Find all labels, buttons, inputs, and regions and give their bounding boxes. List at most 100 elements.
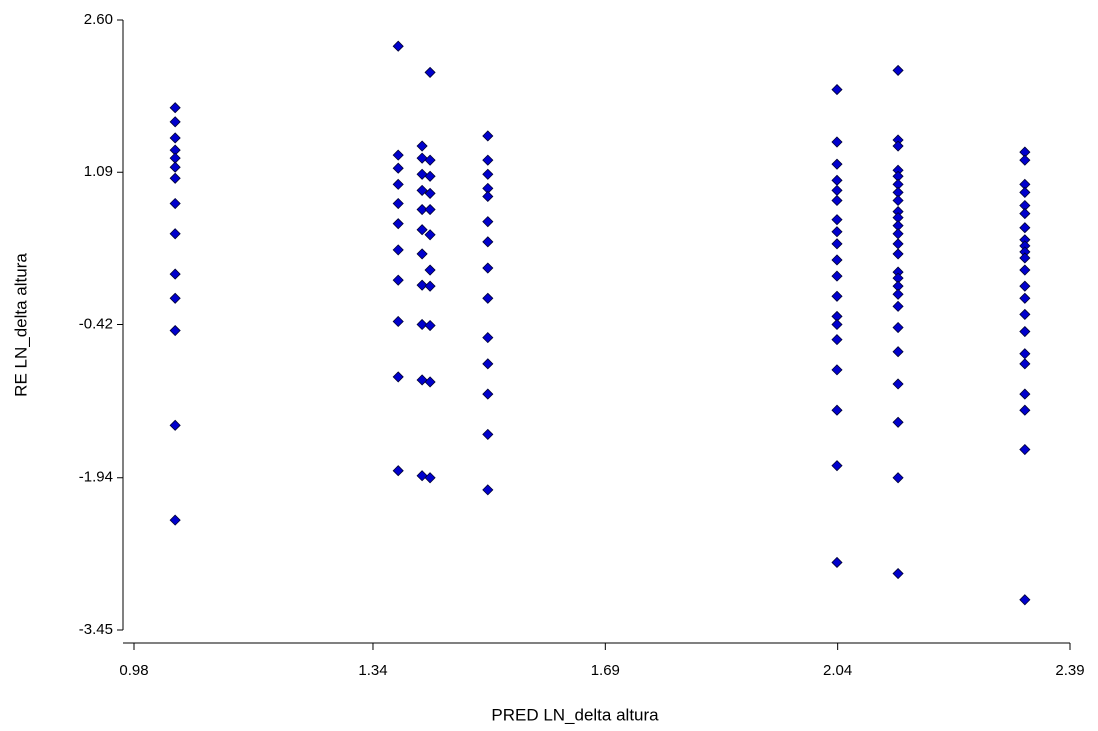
- point: [416, 203, 428, 216]
- point: [1019, 222, 1031, 234]
- point: [831, 158, 843, 170]
- point: [892, 567, 904, 580]
- point: [169, 132, 181, 144]
- point: [416, 184, 428, 196]
- point: [482, 484, 494, 496]
- point: [1019, 208, 1031, 220]
- point: [169, 116, 181, 128]
- point: [392, 465, 404, 477]
- point: [482, 154, 494, 166]
- point: [892, 346, 904, 358]
- point: [169, 228, 181, 240]
- point: [831, 226, 843, 238]
- point: [416, 168, 428, 180]
- point: [482, 262, 494, 274]
- point: [424, 280, 436, 292]
- point: [1019, 388, 1031, 400]
- point: [482, 190, 494, 203]
- point: [392, 274, 404, 286]
- point: [392, 162, 404, 174]
- point: [169, 514, 181, 526]
- x-tick-label: 2.04: [823, 662, 852, 679]
- x-axis-title: PRED LN_delta altura: [491, 705, 659, 724]
- point: [892, 140, 904, 152]
- point: [1019, 280, 1031, 292]
- point: [1019, 594, 1031, 606]
- point: [831, 290, 843, 302]
- point: [392, 244, 404, 256]
- point: [482, 332, 494, 344]
- point: [392, 315, 404, 328]
- y-axis-title: RE LN_delta altura: [11, 253, 30, 397]
- point: [1019, 443, 1031, 456]
- point: [416, 318, 428, 331]
- point: [482, 428, 494, 440]
- point: [424, 229, 436, 241]
- point: [1019, 264, 1031, 276]
- point: [831, 270, 843, 282]
- point: [169, 197, 181, 210]
- point: [831, 174, 843, 186]
- point: [1019, 358, 1031, 370]
- point: [169, 102, 181, 114]
- point: [892, 300, 904, 312]
- point: [1019, 325, 1031, 338]
- point: [1019, 252, 1031, 264]
- y-tick-label: 1.09: [84, 163, 113, 180]
- point: [416, 152, 428, 164]
- point: [892, 228, 904, 240]
- point: [482, 236, 494, 248]
- point: [169, 172, 181, 184]
- point: [169, 268, 181, 280]
- point: [169, 161, 181, 173]
- y-tick-label: -3.45: [79, 621, 113, 638]
- point: [831, 404, 843, 416]
- point: [416, 140, 428, 152]
- point: [424, 376, 436, 388]
- x-tick-label: 2.39: [1055, 662, 1084, 679]
- point: [169, 292, 181, 304]
- point: [831, 214, 843, 226]
- point: [482, 358, 494, 370]
- point: [831, 460, 843, 472]
- point: [831, 238, 843, 250]
- x-tick-label: 1.69: [591, 662, 620, 679]
- y-tick-label: -0.42: [79, 315, 113, 332]
- point: [831, 334, 843, 346]
- point: [482, 216, 494, 228]
- point: [482, 168, 494, 180]
- point: [482, 130, 494, 142]
- point: [392, 149, 404, 161]
- point: [831, 184, 843, 196]
- point: [1019, 154, 1031, 166]
- y-tick-label: -1.94: [79, 469, 113, 486]
- point: [831, 194, 843, 207]
- x-tick-label: 0.98: [119, 662, 148, 679]
- point: [424, 170, 436, 182]
- point: [1019, 308, 1031, 320]
- point: [416, 470, 428, 482]
- point: [424, 154, 436, 166]
- point: [392, 371, 404, 383]
- point: [1019, 292, 1031, 304]
- point: [1019, 404, 1031, 416]
- point: [831, 364, 843, 376]
- point: [416, 224, 428, 236]
- point: [892, 321, 904, 334]
- point: [892, 416, 904, 428]
- point: [482, 292, 494, 304]
- point: [424, 264, 436, 276]
- point: [424, 187, 436, 199]
- point: [392, 178, 404, 190]
- point: [169, 324, 181, 337]
- point: [424, 472, 436, 484]
- point: [892, 288, 904, 300]
- point: [831, 318, 843, 331]
- point: [831, 136, 843, 148]
- point: [424, 319, 436, 332]
- point: [416, 248, 428, 260]
- point: [416, 374, 428, 386]
- point: [392, 197, 404, 210]
